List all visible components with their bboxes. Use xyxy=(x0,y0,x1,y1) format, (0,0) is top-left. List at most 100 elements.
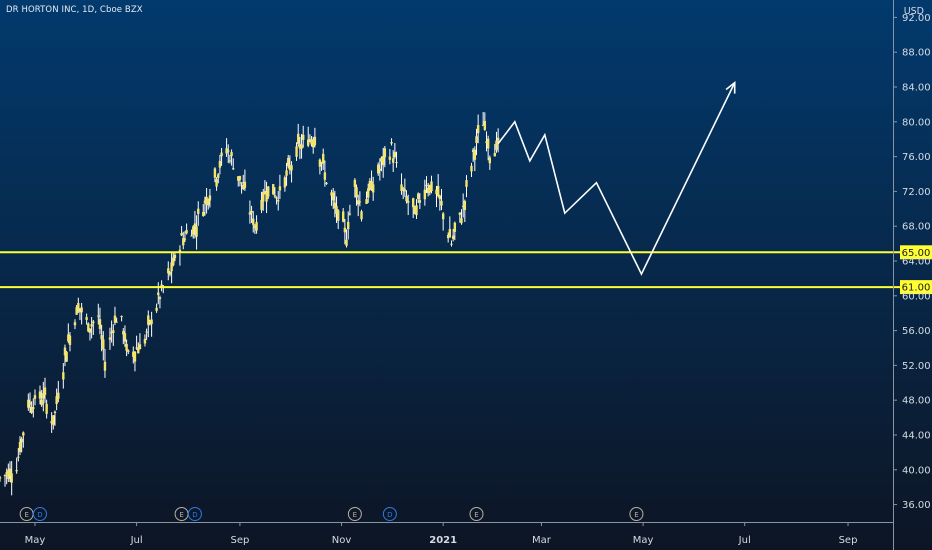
candle-body xyxy=(322,153,325,164)
candle-body xyxy=(242,184,245,190)
y-tick-label[interactable]: 56.00 xyxy=(902,326,931,337)
candle-body xyxy=(272,184,275,195)
x-tick-label[interactable]: May xyxy=(25,535,46,546)
candle-body xyxy=(388,156,392,160)
candle-body xyxy=(265,191,268,202)
candle-body xyxy=(85,317,88,320)
candle-body xyxy=(451,235,455,239)
candle-body xyxy=(43,387,47,396)
y-tick-label[interactable]: 64.00 xyxy=(902,257,931,268)
candle-body xyxy=(182,238,185,246)
earnings-marker[interactable]: E xyxy=(469,507,484,521)
marker-letter: E xyxy=(24,511,28,519)
y-tick-label[interactable]: 72.00 xyxy=(902,187,931,198)
candle-body xyxy=(220,152,223,157)
candle-body xyxy=(278,186,282,191)
candle-body xyxy=(65,352,68,362)
y-tick-label[interactable]: 92.00 xyxy=(902,13,931,24)
marker-circle xyxy=(187,507,202,521)
dividend-marker[interactable]: D xyxy=(187,507,202,521)
candle-body xyxy=(108,337,112,340)
x-tick-label[interactable]: May xyxy=(633,535,654,546)
candle-body xyxy=(243,181,247,188)
earnings-marker[interactable]: E xyxy=(629,507,644,521)
y-tick-label[interactable]: 60.00 xyxy=(902,291,931,302)
candle-body xyxy=(330,192,333,196)
x-tick-label[interactable]: Jul xyxy=(130,535,143,546)
candle-body xyxy=(325,182,328,184)
candle-body xyxy=(255,222,258,231)
candle-body xyxy=(18,441,22,453)
candle-body xyxy=(380,157,383,162)
price-projection[interactable] xyxy=(497,80,736,276)
candle-body xyxy=(323,172,327,180)
candle-body xyxy=(127,350,130,352)
y-tick-label[interactable]: 88.00 xyxy=(902,48,931,59)
candle-body xyxy=(318,159,322,167)
y-tick-label[interactable]: 80.00 xyxy=(902,117,931,128)
x-tick-label[interactable]: Sep xyxy=(230,535,249,546)
y-tick-label[interactable]: 40.00 xyxy=(902,465,931,476)
candle-body xyxy=(15,470,18,472)
marker-letter: E xyxy=(634,511,638,519)
candle-body xyxy=(376,164,380,174)
candle-body xyxy=(401,188,405,190)
support-levels[interactable]: 65.00 61.00 xyxy=(0,245,932,295)
candle-body xyxy=(135,347,138,349)
candle-body xyxy=(483,120,487,130)
earnings-marker[interactable]: E xyxy=(347,507,362,521)
candle-body xyxy=(248,212,252,215)
candle-body xyxy=(125,343,128,351)
candle-body xyxy=(122,331,125,335)
candle-body xyxy=(435,189,438,195)
candle-body xyxy=(197,208,200,214)
y-tick-label[interactable]: 52.00 xyxy=(902,361,931,372)
marker-letter: D xyxy=(387,511,392,519)
y-tick-label[interactable]: 68.00 xyxy=(902,222,931,233)
x-tick-label[interactable]: Mar xyxy=(532,535,552,546)
x-tick-label[interactable]: Nov xyxy=(332,535,352,546)
candle-body xyxy=(263,191,267,194)
candle-body xyxy=(227,150,230,152)
candle-body xyxy=(168,272,172,275)
candle-body xyxy=(55,396,58,404)
candle-body xyxy=(110,332,113,334)
candle-body xyxy=(298,144,302,149)
y-tick-label[interactable]: 36.00 xyxy=(902,500,931,511)
y-tick-label[interactable]: 76.00 xyxy=(902,152,931,163)
y-tick-label[interactable]: 48.00 xyxy=(902,396,931,407)
candle-body xyxy=(262,192,265,202)
dividend-marker[interactable]: D xyxy=(32,507,47,521)
candle-body xyxy=(358,201,362,203)
candle-body xyxy=(133,351,137,362)
candle-body xyxy=(100,335,103,340)
candle-body xyxy=(415,205,418,216)
y-tick-label[interactable]: 44.00 xyxy=(902,431,931,442)
candle-body xyxy=(115,321,118,323)
candle-body xyxy=(370,181,373,191)
candle-body xyxy=(202,211,205,216)
candle-body xyxy=(137,347,140,354)
marker-circle xyxy=(32,507,47,521)
candle-body xyxy=(112,330,115,333)
candle-body xyxy=(475,136,478,143)
x-tick-label[interactable]: 2021 xyxy=(429,535,457,546)
candle-body xyxy=(446,235,450,239)
candle-body xyxy=(418,200,422,203)
x-tick-label[interactable]: Jul xyxy=(738,535,751,546)
candle-body xyxy=(391,158,395,163)
candle-body xyxy=(22,432,25,436)
candle-body xyxy=(312,140,315,148)
candle-body xyxy=(32,407,35,409)
candle-body xyxy=(215,179,218,187)
x-tick-label[interactable]: Sep xyxy=(839,535,858,546)
projection-line[interactable] xyxy=(497,82,736,276)
dividend-marker[interactable]: D xyxy=(382,507,397,521)
candle-body xyxy=(493,152,497,157)
y-tick-label[interactable]: 84.00 xyxy=(902,83,931,94)
candle-body xyxy=(313,136,317,146)
